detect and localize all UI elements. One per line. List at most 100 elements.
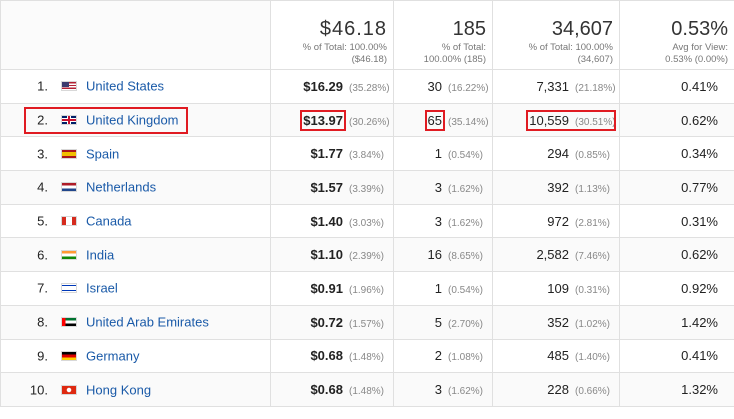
revenue-cell: $0.72 (1.57%) xyxy=(270,304,394,340)
country-link[interactable]: Spain xyxy=(86,146,120,162)
table-row: 7. Israel $0.91 (1.96%) 1 (0.54%) 109 (0.31… xyxy=(0,271,734,306)
transactions-cell: 3 (1.62%) xyxy=(393,203,493,239)
country-link[interactable]: United Arab Emirates xyxy=(86,314,209,330)
country-link[interactable]: India xyxy=(86,247,115,263)
quantity-value-wrap: 392 (1.13%) xyxy=(547,180,613,195)
transactions-percent: (35.14%) xyxy=(448,116,489,128)
transactions-value: 16 xyxy=(427,247,442,263)
transactions-percent: (16.22%) xyxy=(448,82,489,94)
row-rank: 1. xyxy=(37,78,48,94)
revenue-value: $1.10 xyxy=(310,247,343,263)
conversion-value: 0.77% xyxy=(681,179,718,195)
dimension-cell: 10. Hong Kong xyxy=(0,372,271,407)
quantity-cell: 294 (0.85%) xyxy=(492,136,620,172)
quantity-cell: 10,559 (30.51%) xyxy=(492,102,620,138)
quantity-cell: 485 (1.40%) xyxy=(492,338,620,374)
quantity-value: 228 xyxy=(547,382,569,398)
transactions-total-sub1: % of Total: xyxy=(441,42,486,53)
conversion-total-sub2: 0.53% (0.00%) xyxy=(665,54,728,65)
revenue-cell: $1.40 (3.03%) xyxy=(270,203,394,239)
country-report-table: $46.18 % of Total: 100.00% ($46.18) 185 … xyxy=(0,0,734,407)
revenue-cell: $13.97 (30.26%) xyxy=(270,102,394,138)
transactions-percent: (1.08%) xyxy=(448,352,484,364)
revenue-percent: (1.48%) xyxy=(349,352,385,364)
revenue-cell: $0.68 (1.48%) xyxy=(270,338,394,374)
transactions-value: 5 xyxy=(434,314,442,330)
conversion-cell: 1.42% xyxy=(619,304,734,340)
revenue-percent: (1.96%) xyxy=(349,284,385,296)
conversion-cell: 0.34% xyxy=(619,136,734,172)
quantity-cell: 2,582 (7.46%) xyxy=(492,237,620,273)
conversion-cell: 0.41% xyxy=(619,69,734,104)
transactions-value: 2 xyxy=(434,348,442,364)
revenue-value: $1.77 xyxy=(310,146,343,162)
conversion-value: 0.92% xyxy=(681,280,718,296)
es-flag-icon xyxy=(61,148,77,159)
conversion-cell: 0.62% xyxy=(619,102,734,138)
revenue-value: $0.68 xyxy=(310,348,343,364)
transactions-percent: (8.65%) xyxy=(448,251,484,263)
revenue-percent: (1.48%) xyxy=(349,386,385,398)
revenue-total: $46.18 xyxy=(319,18,387,40)
conversion-cell: 0.77% xyxy=(619,170,734,205)
conversion-value: 0.31% xyxy=(681,213,718,229)
revenue-percent: (2.39%) xyxy=(349,251,385,263)
row-rank: 9. xyxy=(37,348,48,364)
dimension-cell: 1. United States xyxy=(0,69,271,104)
conversion-value: 0.34% xyxy=(681,146,718,162)
country-link[interactable]: United States xyxy=(86,78,165,94)
conversion-cell: 0.92% xyxy=(619,271,734,306)
dimension-cell: 5. Canada xyxy=(0,203,271,239)
quantity-cell: 972 (2.81%) xyxy=(492,203,620,239)
conversion-total: 0.53% xyxy=(671,18,728,40)
quantity-percent: (1.02%) xyxy=(575,318,611,330)
revenue-total-cell: $46.18 % of Total: 100.00% ($46.18) xyxy=(270,0,394,70)
revenue-cell: $0.91 (1.96%) xyxy=(270,271,394,306)
row-rank: 10. xyxy=(29,382,48,398)
table-row: 10. Hong Kong $0.68 (1.48%) 3 (1.62%) 228 (… xyxy=(0,372,734,407)
table-row: 1. United States $16.29 (35.28%) 30 (16.22… xyxy=(0,69,734,104)
il-flag-icon xyxy=(61,283,77,294)
quantity-value: 352 xyxy=(547,314,569,330)
quantity-percent: (0.85%) xyxy=(575,150,611,162)
table-row: 2. United Kingdom $13.97 (30.26%) 65 (35.1… xyxy=(0,102,734,138)
country-link[interactable]: Israel xyxy=(86,280,118,296)
transactions-percent: (1.62%) xyxy=(448,217,484,229)
transactions-cell: 1 (0.54%) xyxy=(393,136,493,172)
dimension-cell: 9. Germany xyxy=(0,338,271,374)
country-link[interactable]: Hong Kong xyxy=(86,382,152,398)
nl-flag-icon xyxy=(61,182,77,193)
transactions-cell: 1 (0.54%) xyxy=(393,271,493,306)
transactions-value: 1 xyxy=(434,146,442,162)
row-rank: 2. xyxy=(37,112,48,128)
row-rank: 7. xyxy=(37,280,48,296)
country-link[interactable]: United Kingdom xyxy=(86,112,179,128)
revenue-cell: $1.10 (2.39%) xyxy=(270,237,394,273)
country-link[interactable]: Canada xyxy=(86,213,132,229)
country-link[interactable]: Germany xyxy=(86,348,140,364)
quantity-value-wrap: 294 (0.85%) xyxy=(547,146,613,161)
quantity-percent: (0.66%) xyxy=(575,386,611,398)
quantity-value-wrap: 109 (0.31%) xyxy=(547,281,613,296)
transactions-value: 30 xyxy=(427,78,442,94)
transactions-percent: (1.62%) xyxy=(448,183,484,195)
row-rank: 5. xyxy=(37,213,48,229)
quantity-total-sub1: % of Total: 100.00% xyxy=(528,42,613,53)
transactions-cell: 3 (1.62%) xyxy=(393,372,493,407)
quantity-value-wrap: 352 (1.02%) xyxy=(547,315,613,330)
dimension-cell: 3. Spain xyxy=(0,136,271,172)
quantity-percent: (21.18%) xyxy=(575,82,616,94)
row-rank: 3. xyxy=(37,146,48,162)
row-rank: 4. xyxy=(37,179,48,195)
transactions-percent: (1.62%) xyxy=(448,386,484,398)
quantity-value: 972 xyxy=(547,213,569,229)
conversion-cell: 0.62% xyxy=(619,237,734,273)
revenue-total-sub2: ($46.18) xyxy=(351,54,387,65)
country-link[interactable]: Netherlands xyxy=(86,179,157,195)
transactions-value: 65 xyxy=(424,109,446,131)
revenue-cell: $1.57 (3.39%) xyxy=(270,170,394,205)
transactions-value: 3 xyxy=(434,179,442,195)
transactions-cell: 3 (1.62%) xyxy=(393,170,493,205)
revenue-total-sub1: % of Total: 100.00% xyxy=(302,42,387,53)
transactions-cell: 65 (35.14%) xyxy=(393,102,493,138)
